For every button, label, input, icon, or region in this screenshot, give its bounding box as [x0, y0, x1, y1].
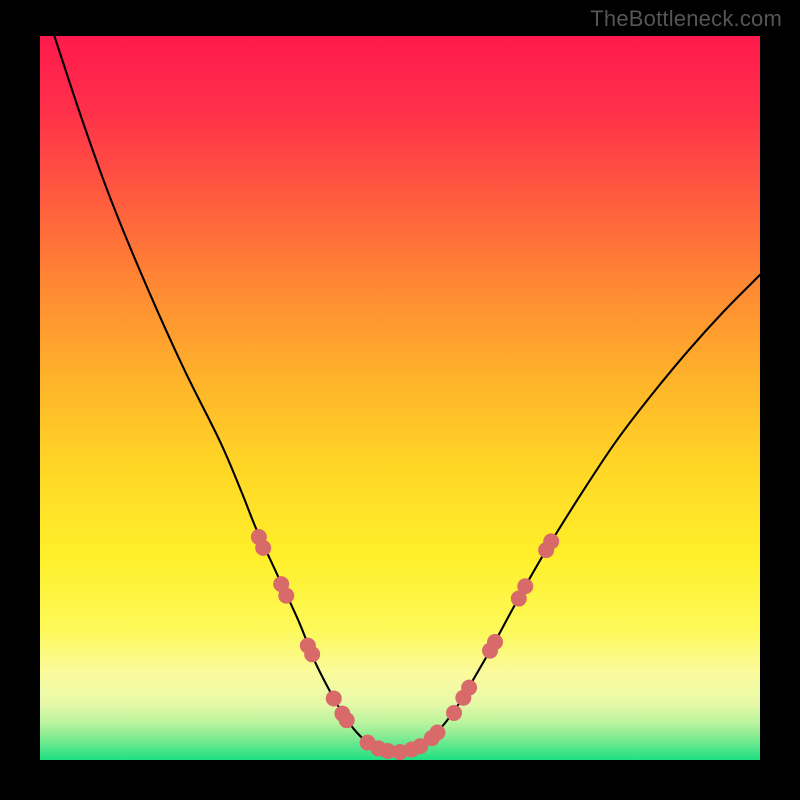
data-marker	[543, 533, 559, 549]
data-marker	[255, 540, 271, 556]
curve-layer	[40, 36, 760, 760]
data-marker	[461, 680, 477, 696]
data-marker	[304, 646, 320, 662]
data-marker	[446, 705, 462, 721]
plot-area	[40, 36, 760, 760]
right-curve	[400, 275, 760, 752]
marker-group	[251, 529, 559, 760]
data-marker	[517, 578, 533, 594]
data-marker	[487, 634, 503, 650]
watermark-text: TheBottleneck.com	[590, 6, 782, 32]
left-curve	[54, 36, 400, 752]
data-marker	[326, 690, 342, 706]
data-marker	[278, 588, 294, 604]
data-marker	[339, 712, 355, 728]
data-marker	[429, 724, 445, 740]
